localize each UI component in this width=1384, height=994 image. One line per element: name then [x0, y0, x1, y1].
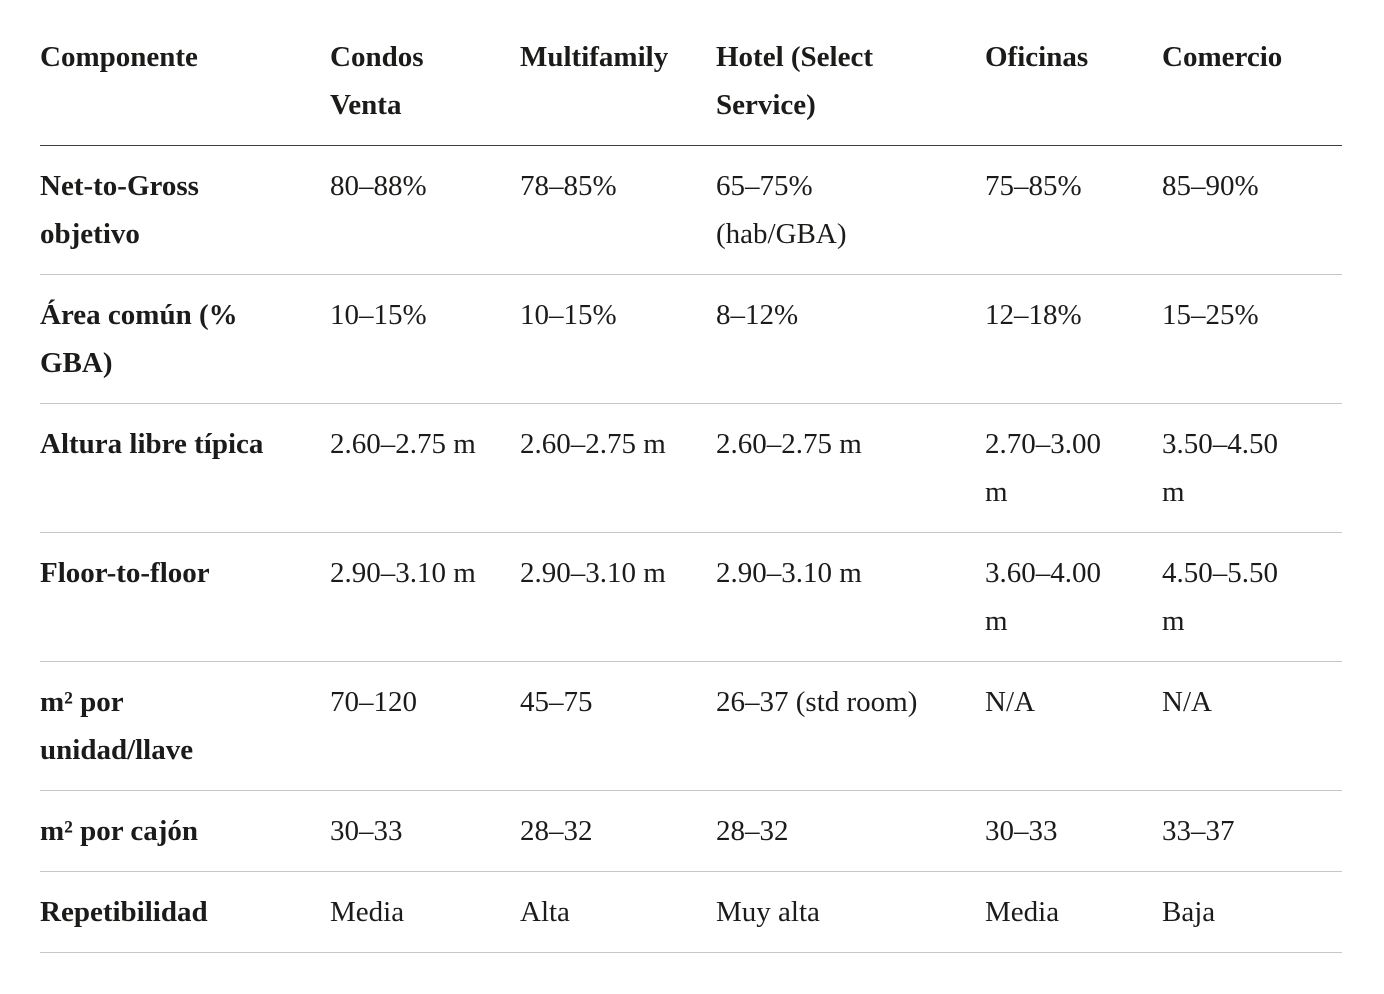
table-cell: 30–33 — [330, 790, 520, 872]
column-header-componente: Componente — [40, 17, 330, 146]
table-row: Net-to-Gross objetivo 80–88% 78–85% 65–75% … — [40, 145, 1342, 275]
table-cell: 2.60–2.75 m — [520, 403, 716, 533]
table-cell: 15–25% — [1162, 274, 1342, 404]
component-spec-table: Componente Condos Venta Multifamily Hotel (… — [40, 17, 1342, 953]
table-cell: 26–37 (std room) — [716, 661, 985, 791]
table-cell: Baja — [1162, 871, 1342, 953]
table-row: m² por cajón 30–33 28–32 28–32 30–33 33–37 — [40, 790, 1342, 872]
table-cell: 2.90–3.10 m — [520, 532, 716, 662]
table-cell: N/A — [1162, 661, 1342, 791]
table-cell: N/A — [985, 661, 1162, 791]
column-header-3: Hotel (Select Service) — [716, 17, 985, 146]
document-page: Componente Condos Venta Multifamily Hotel (… — [40, 17, 1342, 953]
table-cell: 75–85% — [985, 145, 1162, 275]
table-row: Altura libre típica 2.60–2.75 m 2.60–2.75 … — [40, 403, 1342, 533]
table-cell: 80–88% — [330, 145, 520, 275]
table-body: Net-to-Gross objetivo 80–88% 78–85% 65–75% … — [40, 145, 1342, 953]
table-cell: 12–18% — [985, 274, 1162, 404]
table-cell: 2.90–3.10 m — [716, 532, 985, 662]
table-cell: 3.50–4.50 m — [1162, 403, 1342, 533]
column-header-5: Comercio — [1162, 17, 1342, 146]
table-head: Componente Condos Venta Multifamily Hotel (… — [40, 17, 1342, 146]
header-row: Componente Condos Venta Multifamily Hotel (… — [40, 17, 1342, 146]
table-cell: 4.50–5.50 m — [1162, 532, 1342, 662]
table-cell: 30–33 — [985, 790, 1162, 872]
table-cell: 2.60–2.75 m — [716, 403, 985, 533]
table-cell: 2.70–3.00 m — [985, 403, 1162, 533]
column-header-1: Condos Venta — [330, 17, 520, 146]
table-cell: Media — [330, 871, 520, 953]
table-row: m² por unidad/llave 70–120 45–75 26–37 (std… — [40, 661, 1342, 791]
table-cell: 45–75 — [520, 661, 716, 791]
table-cell: 33–37 — [1162, 790, 1342, 872]
column-header-2: Multifamily — [520, 17, 716, 146]
row-label: Net-to-Gross objetivo — [40, 145, 330, 275]
table-cell: 70–120 — [330, 661, 520, 791]
table-cell: 3.60–4.00 m — [985, 532, 1162, 662]
table-cell: 28–32 — [520, 790, 716, 872]
table-cell: 28–32 — [716, 790, 985, 872]
table-cell: 8–12% — [716, 274, 985, 404]
row-label: Repetibilidad — [40, 871, 330, 953]
table-cell: Alta — [520, 871, 716, 953]
table-cell: 10–15% — [330, 274, 520, 404]
table-row: Área común (% GBA) 10–15% 10–15% 8–12% 12–18… — [40, 274, 1342, 404]
table-cell: 10–15% — [520, 274, 716, 404]
table-cell: 2.60–2.75 m — [330, 403, 520, 533]
column-header-4: Oficinas — [985, 17, 1162, 146]
table-row: Repetibilidad Media Alta Muy alta Media Baja — [40, 871, 1342, 953]
row-label: m² por cajón — [40, 790, 330, 872]
table-cell: Muy alta — [716, 871, 985, 953]
table-row: Floor-to-floor 2.90–3.10 m 2.90–3.10 m 2.90… — [40, 532, 1342, 662]
table-cell: 78–85% — [520, 145, 716, 275]
row-label: m² por unidad/llave — [40, 661, 330, 791]
table-cell: Media — [985, 871, 1162, 953]
row-label: Área común (% GBA) — [40, 274, 330, 404]
row-label: Altura libre típica — [40, 403, 330, 533]
table-cell: 65–75% (hab/GBA) — [716, 145, 985, 275]
table-cell: 85–90% — [1162, 145, 1342, 275]
row-label: Floor-to-floor — [40, 532, 330, 662]
table-cell: 2.90–3.10 m — [330, 532, 520, 662]
